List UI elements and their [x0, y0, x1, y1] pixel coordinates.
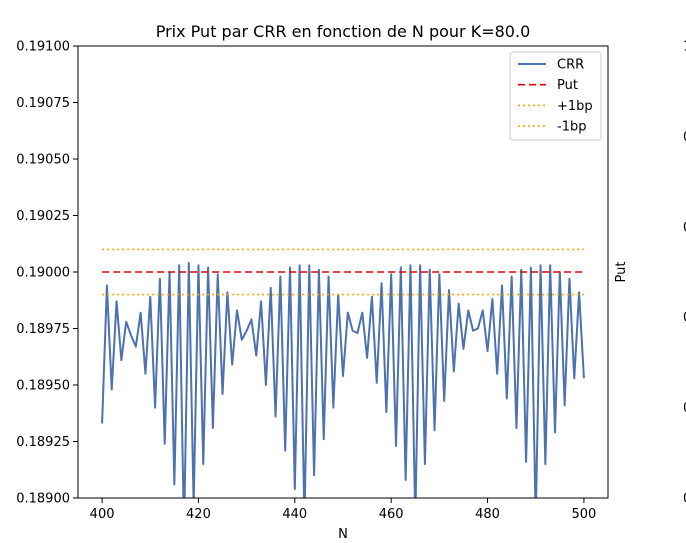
- legend-label: CRR: [557, 58, 584, 73]
- right-axis-tick-label: 1: [683, 40, 686, 55]
- y-tick-label: 0.19025: [16, 209, 70, 224]
- legend-box: [509, 51, 602, 141]
- right-axis-tick-label: 0: [683, 401, 686, 416]
- y-tick-label: 0.19075: [16, 96, 70, 111]
- chart-title: Prix Put par CRR en fonction de N pour K…: [156, 22, 531, 41]
- x-axis-label: N: [338, 527, 348, 542]
- right-y-axis-label: Put: [614, 262, 629, 283]
- right-axis-fragments: 1 0 0 0 0 0: [683, 40, 686, 507]
- right-axis-tick-label: 0: [683, 220, 686, 235]
- y-tick-label: 0.18975: [16, 322, 70, 337]
- x-tick-label: 400: [90, 507, 115, 522]
- legend: CRR Put +1bp -1bp: [509, 51, 602, 141]
- x-tick-label: 500: [571, 507, 596, 522]
- x-axis: 400 420 440 460 480 500: [90, 498, 596, 522]
- y-axis: 0.18900 0.18925 0.18950 0.18975 0.19000 0.190…: [16, 40, 78, 507]
- y-tick-label: 0.19050: [16, 153, 70, 168]
- legend-label: Put: [557, 78, 578, 93]
- x-tick-label: 480: [475, 507, 500, 522]
- right-axis-tick-label: 0: [683, 130, 686, 145]
- x-tick-label: 420: [186, 507, 211, 522]
- y-tick-label: 0.18925: [16, 435, 70, 450]
- y-tick-label: 0.18950: [16, 379, 70, 394]
- y-tick-label: 0.19000: [16, 266, 70, 281]
- plot-area: [77, 45, 609, 499]
- right-axis-tick-label: 0: [683, 311, 686, 326]
- y-tick-label: 0.18900: [16, 492, 70, 507]
- x-tick-label: 460: [379, 507, 404, 522]
- legend-label: +1bp: [557, 99, 593, 114]
- legend-label: -1bp: [557, 120, 586, 135]
- right-axis-tick-label: 0: [683, 492, 686, 507]
- y-tick-label: 0.19100: [16, 40, 70, 55]
- series-layer: [101, 248, 585, 498]
- x-tick-label: 440: [282, 507, 307, 522]
- series-line-crr: [101, 261, 585, 498]
